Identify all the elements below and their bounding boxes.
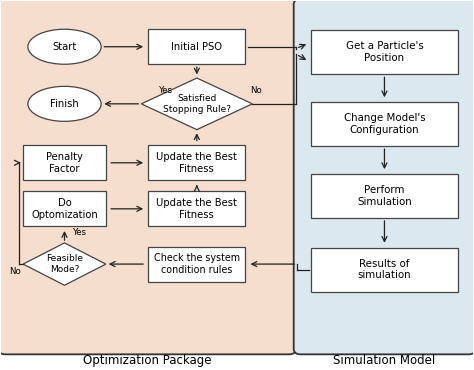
Text: Change Model's
Configuration: Change Model's Configuration — [344, 113, 425, 135]
Text: Optimization Package: Optimization Package — [83, 354, 211, 367]
Text: No: No — [250, 85, 262, 95]
FancyBboxPatch shape — [294, 0, 474, 354]
Ellipse shape — [28, 29, 101, 64]
Text: Satisfied
Stopping Rule?: Satisfied Stopping Rule? — [163, 94, 231, 114]
Text: Update the Best
Fitness: Update the Best Fitness — [156, 152, 237, 174]
Ellipse shape — [28, 86, 101, 121]
FancyBboxPatch shape — [0, 0, 296, 354]
FancyBboxPatch shape — [23, 145, 106, 180]
Text: Feasible
Mode?: Feasible Mode? — [46, 255, 83, 274]
FancyBboxPatch shape — [311, 30, 458, 74]
Text: Update the Best
Fitness: Update the Best Fitness — [156, 198, 237, 220]
Text: Finish: Finish — [50, 99, 79, 109]
FancyBboxPatch shape — [148, 29, 245, 64]
FancyBboxPatch shape — [148, 246, 245, 282]
Text: Results of
simulation: Results of simulation — [358, 259, 411, 280]
FancyBboxPatch shape — [148, 145, 245, 180]
Text: Initial PSO: Initial PSO — [171, 42, 222, 52]
FancyBboxPatch shape — [311, 174, 458, 218]
Text: Penalty
Factor: Penalty Factor — [46, 152, 83, 174]
FancyBboxPatch shape — [148, 191, 245, 226]
FancyBboxPatch shape — [311, 102, 458, 146]
Text: Yes: Yes — [73, 228, 87, 237]
Polygon shape — [23, 243, 106, 285]
FancyBboxPatch shape — [311, 248, 458, 292]
Polygon shape — [141, 78, 252, 130]
Text: Check the system
condition rules: Check the system condition rules — [154, 253, 240, 275]
Text: No: No — [9, 267, 21, 276]
Text: Start: Start — [52, 42, 77, 52]
Text: Yes: Yes — [159, 85, 173, 95]
Text: Simulation Model: Simulation Model — [333, 354, 436, 367]
FancyBboxPatch shape — [23, 191, 106, 226]
Text: Perform
Simulation: Perform Simulation — [357, 185, 412, 207]
Text: Get a Particle's
Position: Get a Particle's Position — [346, 41, 423, 63]
Text: Do
Optomization: Do Optomization — [31, 198, 98, 220]
